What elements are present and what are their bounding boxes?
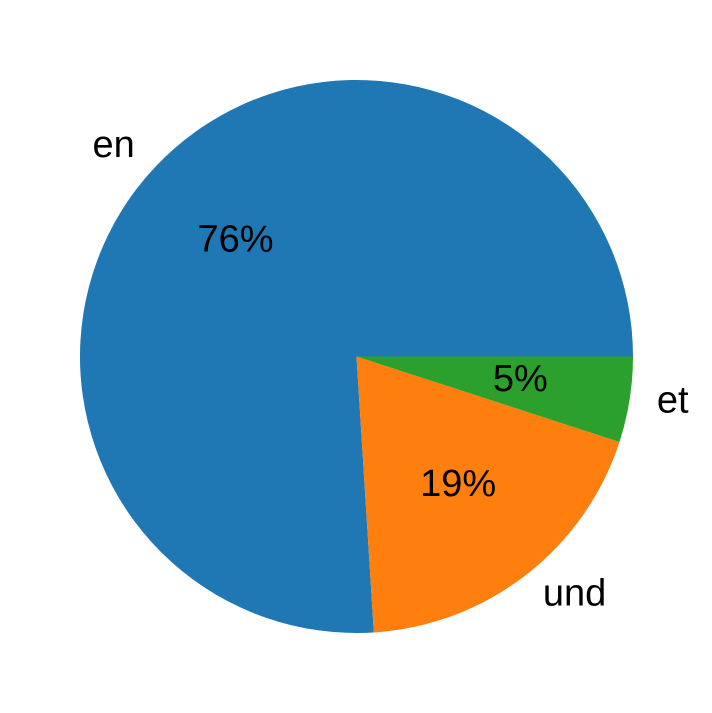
- svg-text:und: und: [543, 572, 606, 614]
- svg-text:19%: 19%: [420, 463, 496, 505]
- svg-text:5%: 5%: [493, 358, 548, 400]
- svg-text:en: en: [92, 124, 134, 166]
- svg-text:76%: 76%: [198, 218, 274, 260]
- svg-text:et: et: [657, 380, 689, 422]
